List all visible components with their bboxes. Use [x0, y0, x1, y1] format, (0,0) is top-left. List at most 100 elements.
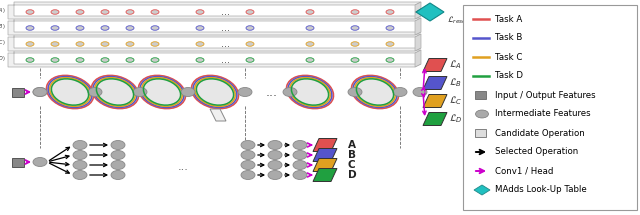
Ellipse shape — [306, 26, 314, 30]
Polygon shape — [313, 169, 337, 181]
Polygon shape — [423, 112, 447, 126]
Ellipse shape — [268, 170, 282, 180]
Ellipse shape — [76, 26, 84, 30]
Ellipse shape — [111, 161, 125, 169]
Text: $z^{(C)}$: $z^{(C)}$ — [0, 38, 6, 50]
Ellipse shape — [351, 10, 359, 14]
Text: ...: ... — [221, 55, 230, 65]
Ellipse shape — [293, 170, 307, 180]
Ellipse shape — [196, 10, 204, 14]
Polygon shape — [313, 138, 337, 152]
Text: $z^{(D)}$: $z^{(D)}$ — [0, 54, 6, 66]
Ellipse shape — [33, 88, 47, 97]
Ellipse shape — [351, 58, 359, 62]
Polygon shape — [8, 2, 421, 19]
Polygon shape — [415, 2, 421, 19]
Polygon shape — [415, 50, 421, 67]
Text: ...: ... — [221, 39, 230, 49]
Ellipse shape — [386, 10, 394, 14]
Ellipse shape — [268, 150, 282, 160]
Ellipse shape — [351, 26, 359, 30]
Ellipse shape — [413, 88, 427, 97]
Ellipse shape — [126, 58, 134, 62]
Ellipse shape — [26, 58, 34, 62]
Ellipse shape — [246, 58, 254, 62]
Polygon shape — [8, 34, 421, 51]
Ellipse shape — [51, 42, 59, 46]
Polygon shape — [8, 18, 421, 35]
Ellipse shape — [287, 75, 333, 109]
Text: $\mathcal{L}_{B}$: $\mathcal{L}_{B}$ — [449, 77, 462, 89]
Polygon shape — [313, 158, 337, 172]
Ellipse shape — [76, 42, 84, 46]
Ellipse shape — [268, 161, 282, 169]
Ellipse shape — [306, 42, 314, 46]
Text: MAdds Look-Up Table: MAdds Look-Up Table — [495, 186, 587, 195]
Text: Task C: Task C — [495, 52, 522, 61]
Ellipse shape — [73, 170, 87, 180]
Text: Task D: Task D — [495, 72, 523, 80]
Ellipse shape — [196, 42, 204, 46]
Ellipse shape — [101, 26, 109, 30]
Ellipse shape — [348, 88, 362, 97]
Ellipse shape — [293, 140, 307, 149]
Text: Conv1 / Head: Conv1 / Head — [495, 166, 554, 175]
Ellipse shape — [92, 75, 138, 109]
Ellipse shape — [47, 75, 93, 109]
Ellipse shape — [181, 88, 195, 97]
Text: ...: ... — [221, 23, 230, 33]
Ellipse shape — [26, 10, 34, 14]
Text: ...: ... — [177, 162, 188, 172]
Ellipse shape — [133, 88, 147, 97]
Ellipse shape — [76, 58, 84, 62]
Ellipse shape — [151, 42, 159, 46]
Ellipse shape — [26, 42, 34, 46]
Ellipse shape — [246, 26, 254, 30]
Bar — [463, 5, 637, 210]
Polygon shape — [423, 77, 447, 89]
Ellipse shape — [101, 10, 109, 14]
Ellipse shape — [306, 58, 314, 62]
Polygon shape — [423, 95, 447, 108]
Text: C: C — [348, 160, 356, 170]
Ellipse shape — [293, 150, 307, 160]
Ellipse shape — [386, 58, 394, 62]
Ellipse shape — [386, 26, 394, 30]
Ellipse shape — [73, 150, 87, 160]
Text: Task A: Task A — [495, 14, 522, 23]
Ellipse shape — [138, 75, 186, 109]
Polygon shape — [423, 58, 447, 72]
Text: B: B — [348, 150, 356, 160]
Ellipse shape — [241, 140, 255, 149]
Ellipse shape — [76, 10, 84, 14]
Text: D: D — [348, 170, 356, 180]
Ellipse shape — [386, 42, 394, 46]
Ellipse shape — [196, 58, 204, 62]
Text: $\mathcal{L}_{A}$: $\mathcal{L}_{A}$ — [449, 59, 462, 71]
Ellipse shape — [73, 140, 87, 149]
Text: $z^{(B)}$: $z^{(B)}$ — [0, 22, 6, 34]
Ellipse shape — [111, 140, 125, 149]
Ellipse shape — [111, 170, 125, 180]
Text: A: A — [348, 140, 356, 150]
Ellipse shape — [126, 10, 134, 14]
Ellipse shape — [51, 10, 59, 14]
Ellipse shape — [111, 150, 125, 160]
Ellipse shape — [196, 26, 204, 30]
Bar — [12, 158, 24, 166]
Text: $\mathcal{L}_{D}$: $\mathcal{L}_{D}$ — [449, 113, 463, 125]
Ellipse shape — [268, 140, 282, 149]
Ellipse shape — [151, 58, 159, 62]
Text: Task B: Task B — [495, 34, 522, 43]
Text: $\mathcal{L}_{C}$: $\mathcal{L}_{C}$ — [449, 95, 463, 108]
Polygon shape — [8, 50, 421, 67]
Ellipse shape — [351, 42, 359, 46]
Ellipse shape — [51, 58, 59, 62]
Polygon shape — [474, 185, 490, 195]
Ellipse shape — [26, 26, 34, 30]
Ellipse shape — [246, 42, 254, 46]
Text: $z^{(A)}$: $z^{(A)}$ — [0, 6, 6, 18]
Ellipse shape — [51, 26, 59, 30]
Text: ...: ... — [266, 86, 278, 98]
Text: ...: ... — [221, 7, 230, 17]
